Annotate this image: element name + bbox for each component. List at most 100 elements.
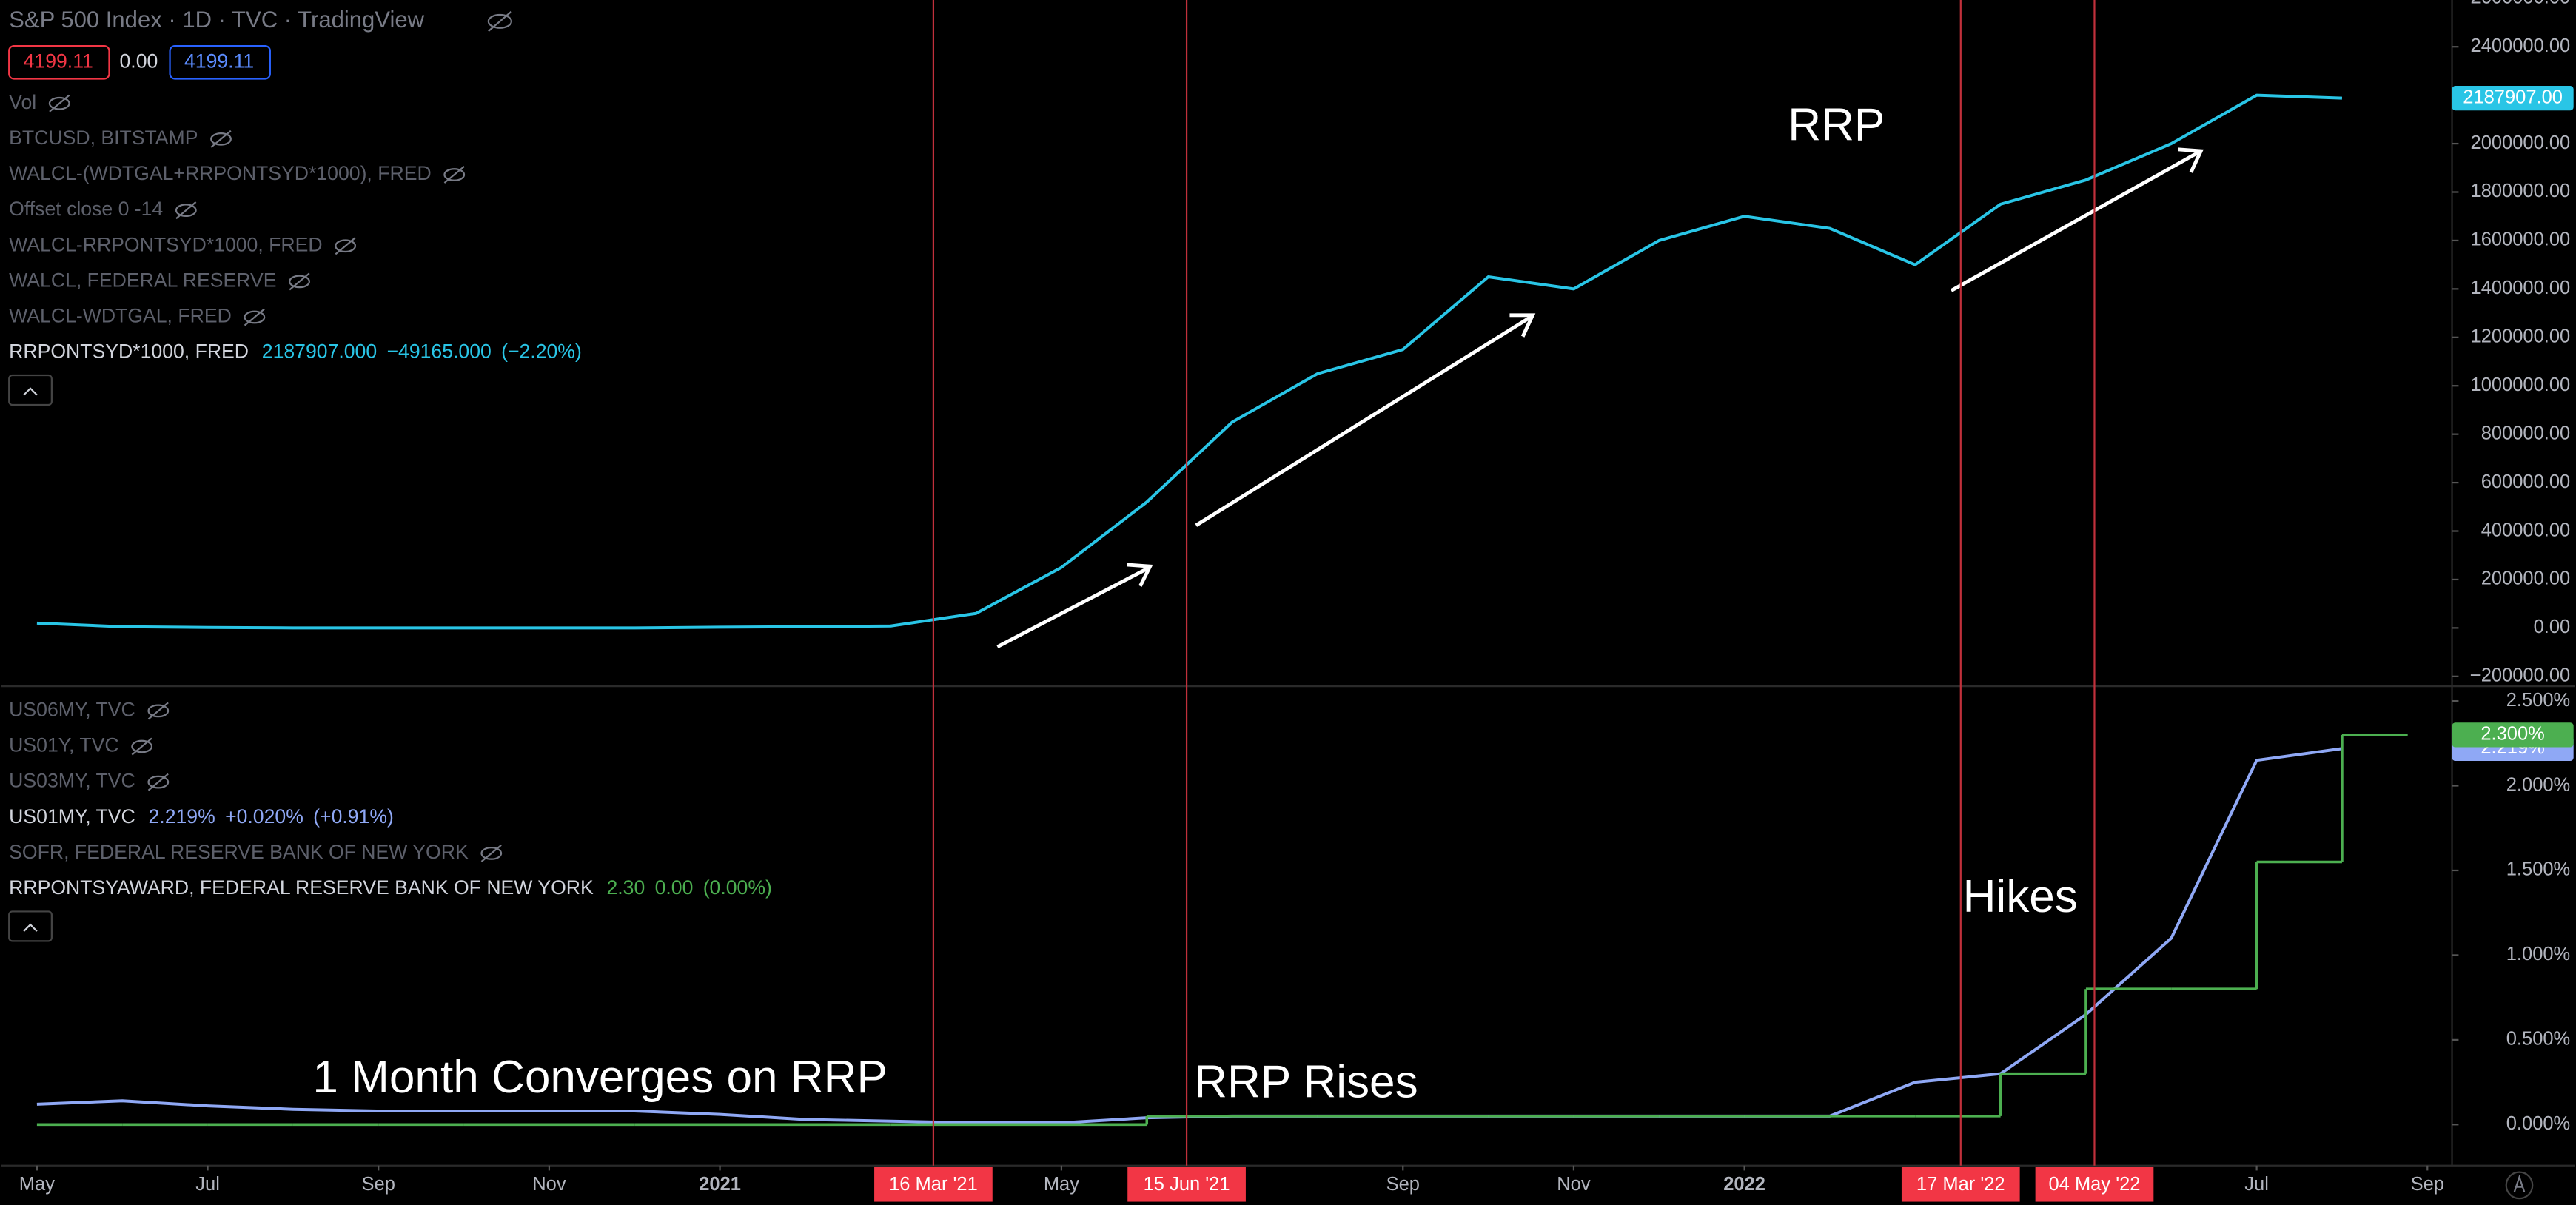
eye-icon[interactable] — [175, 201, 197, 220]
y-tick-label: 2600000.00 — [2471, 0, 2571, 8]
legend-hidden-study[interactable]: WALCL, FEDERAL RESERVE — [9, 269, 276, 291]
eye-shape — [210, 132, 232, 146]
open-box — [8, 44, 110, 80]
arrow-head — [1509, 313, 1536, 338]
price-label-box — [2452, 85, 2574, 111]
marker-label: 17 Mar '22 — [1916, 1174, 2005, 1195]
price-label-box — [2452, 722, 2574, 748]
eye-slash — [443, 166, 465, 184]
x-tick-label: Nov — [532, 1174, 566, 1195]
arrow-head — [2177, 147, 2204, 173]
y-tick-label: 800000.00 — [2481, 423, 2571, 443]
y-tick-label: 2400000.00 — [2471, 36, 2571, 56]
marker-label-box — [1901, 1167, 2020, 1202]
annotation: RRP — [1788, 99, 1885, 150]
auto-scale-circle — [2505, 1171, 2534, 1200]
y-tick-label: 2.000% — [2506, 774, 2571, 795]
collapse-box — [8, 374, 53, 406]
eye-icon[interactable] — [443, 166, 466, 184]
y-tick-label: 0.00 — [2534, 617, 2571, 637]
close-box — [169, 44, 271, 80]
legend-hidden-study[interactable]: Vol — [9, 91, 36, 113]
x-tick-label: 2021 — [699, 1174, 741, 1195]
y-tick-label: 1200000.00 — [2471, 326, 2571, 347]
eye-slash — [147, 702, 169, 720]
eye-shape — [48, 96, 70, 110]
eye-icon[interactable] — [244, 308, 266, 326]
price-label: 2.300% — [2481, 724, 2545, 745]
eye-shape — [175, 204, 197, 217]
arrow-head — [1127, 563, 1153, 587]
y-tick-label: 0.000% — [2506, 1113, 2571, 1134]
eye-slash — [131, 737, 152, 756]
eye-shape — [244, 310, 266, 324]
x-tick-label: May — [1044, 1174, 1079, 1195]
legend-hidden-study[interactable]: US03MY, TVC — [9, 770, 135, 792]
y-tick-label: 1.000% — [2506, 944, 2571, 964]
legend-value: 2.30 — [606, 876, 645, 899]
legend-hidden-study[interactable]: BTCUSD, BITSTAMP — [9, 127, 198, 149]
y-tick-label: 600000.00 — [2481, 471, 2571, 492]
eye-icon[interactable] — [487, 10, 513, 32]
eye-shape — [335, 239, 357, 253]
open-value: 4199.11 — [24, 50, 93, 72]
legend-value: 0.00 — [655, 876, 694, 899]
eye-shape — [131, 739, 153, 753]
eye-slash — [210, 130, 232, 148]
legend-value: 2187907.000 — [262, 340, 377, 363]
eye-icon[interactable] — [335, 237, 357, 255]
series-line — [36, 93, 2343, 630]
eye-icon[interactable] — [210, 130, 232, 148]
price-label: 2187907.00 — [2463, 87, 2563, 107]
legend-series-name[interactable]: US01MY, TVC — [9, 805, 135, 828]
marker-label: 15 Jun '21 — [1144, 1174, 1230, 1195]
legend-hidden-study[interactable]: US01Y, TVC — [9, 734, 118, 756]
x-tick-label: Sep — [1386, 1174, 1420, 1195]
legend-hidden-study[interactable]: WALCL-(WDTGAL+RRPONTSYD*1000), FRED — [9, 162, 431, 184]
y-tick-label: 1.500% — [2506, 859, 2571, 880]
annotation: 1 Month Converges on RRP — [312, 1052, 888, 1103]
eye-shape — [480, 847, 503, 860]
eye-slash — [49, 94, 70, 113]
y-tick-label: −200000.00 — [2470, 665, 2570, 686]
eye-slash — [480, 844, 502, 862]
legend-value: −49165.000 — [386, 340, 491, 363]
legend-series-name[interactable]: RRPONTSYD*1000, FRED — [9, 340, 249, 363]
eye-icon[interactable] — [48, 94, 70, 113]
legend-hidden-study[interactable]: WALCL-WDTGAL, FRED — [9, 305, 232, 327]
auto-scale-button[interactable] — [2505, 1171, 2534, 1200]
eye-slash — [175, 201, 197, 220]
legend-hidden-study[interactable]: SOFR, FEDERAL RESERVE BANK OF NEW YORK — [9, 841, 469, 863]
eye-icon[interactable] — [289, 272, 310, 291]
legend-series-name[interactable]: RRPONTSYAWARD, FEDERAL RESERVE BANK OF N… — [9, 876, 594, 899]
chart-header-title: S&P 500 Index · 1D · TVC · TradingView — [9, 7, 424, 33]
eye-shape — [443, 168, 466, 181]
legend-hidden-study[interactable]: WALCL-RRPONTSYD*1000, FRED — [9, 233, 322, 255]
marker-label-box — [1127, 1167, 1246, 1202]
eye-icon[interactable] — [480, 844, 503, 862]
legend-value: 2.219% — [149, 805, 215, 828]
eye-slash — [289, 272, 310, 291]
close-value: 4199.11 — [184, 50, 254, 72]
marker-label-box — [2035, 1167, 2154, 1202]
collapse-chevron — [23, 923, 38, 932]
eye-icon[interactable] — [147, 773, 170, 791]
legend-value: +0.020% — [225, 805, 303, 828]
eye-icon[interactable] — [131, 737, 153, 756]
eye-slash — [244, 308, 265, 326]
legend-value: (−2.20%) — [501, 340, 582, 363]
x-tick-label: Sep — [2411, 1174, 2444, 1195]
y-tick-label: 1600000.00 — [2471, 229, 2571, 250]
x-tick-label: Jul — [195, 1174, 220, 1195]
legend-value: (0.00%) — [703, 876, 772, 899]
auto-scale-glyph — [2513, 1174, 2526, 1192]
y-tick-label: 1000000.00 — [2471, 375, 2571, 395]
legend-hidden-study[interactable]: Offset close 0 -14 — [9, 198, 163, 220]
collapse-button[interactable] — [8, 910, 53, 942]
collapse-button[interactable] — [8, 374, 53, 406]
legend-hidden-study[interactable]: US06MY, TVC — [9, 698, 135, 720]
arrow — [1195, 315, 1532, 527]
eye-icon[interactable] — [147, 702, 170, 720]
